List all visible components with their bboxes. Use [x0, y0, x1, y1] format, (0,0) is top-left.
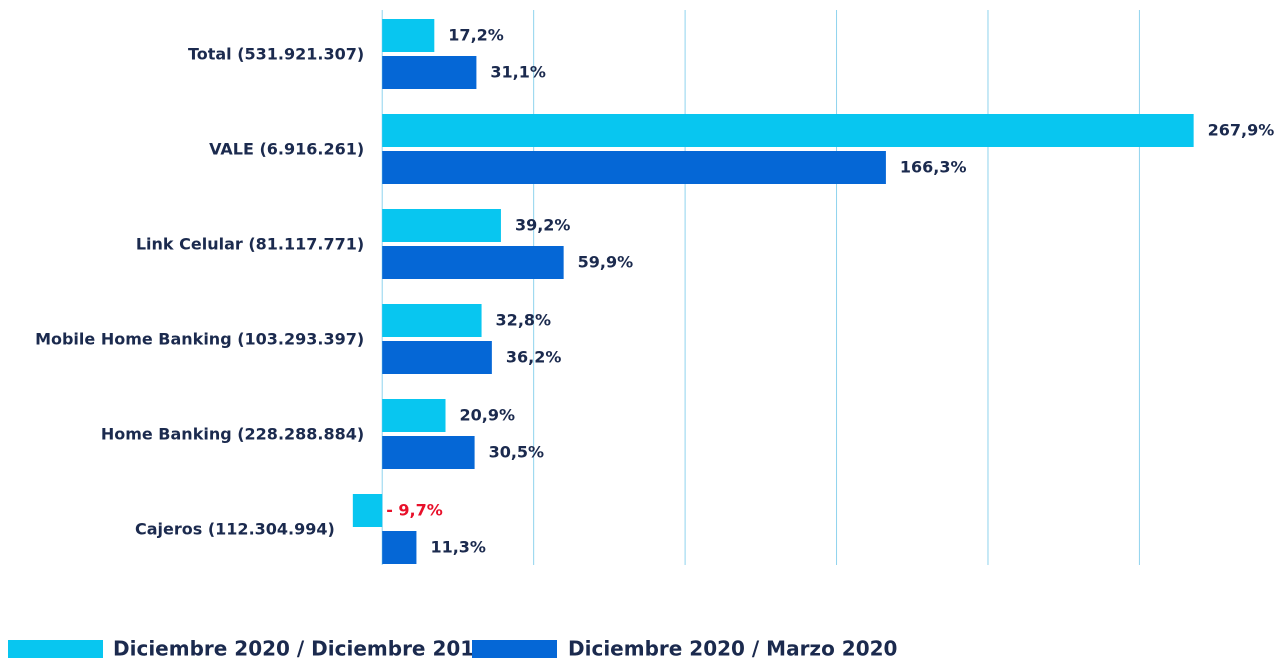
bar: [382, 151, 886, 184]
value-label: 11,3%: [430, 538, 486, 557]
value-label: 39,2%: [515, 216, 571, 235]
category-label: Total (531.921.307): [188, 45, 364, 64]
category-label: Home Banking (228.288.884): [101, 425, 364, 444]
value-label: 32,8%: [496, 311, 552, 330]
value-label: 30,5%: [489, 443, 545, 462]
bar: [382, 341, 492, 374]
value-label: 17,2%: [448, 26, 504, 45]
legend-swatch: [472, 640, 557, 658]
bar: [382, 531, 417, 564]
value-label: 59,9%: [578, 253, 634, 272]
value-label: 36,2%: [506, 348, 562, 367]
bar: [382, 304, 482, 337]
value-label: 20,9%: [460, 406, 516, 425]
bar: [382, 19, 435, 52]
category-label: Link Celular (81.117.771): [136, 235, 364, 254]
value-label: - 9,7%: [386, 501, 443, 520]
bar: [382, 209, 501, 242]
value-label: 166,3%: [900, 158, 967, 177]
bar: [382, 56, 477, 89]
bar: [382, 114, 1194, 147]
bar: [352, 494, 383, 527]
category-label: Cajeros (112.304.994): [135, 520, 335, 539]
category-label: Mobile Home Banking (103.293.397): [35, 330, 364, 349]
value-label: 31,1%: [490, 63, 546, 82]
legend-label: Diciembre 2020 / Diciembre 2019: [113, 637, 488, 658]
bar: [382, 436, 475, 469]
value-label: 267,9%: [1208, 121, 1275, 140]
category-label: VALE (6.916.261): [209, 140, 364, 159]
legend-swatch: [8, 640, 103, 658]
bar: [382, 399, 446, 432]
bar: [382, 246, 564, 279]
legend-label: Diciembre 2020 / Marzo 2020: [568, 637, 897, 658]
